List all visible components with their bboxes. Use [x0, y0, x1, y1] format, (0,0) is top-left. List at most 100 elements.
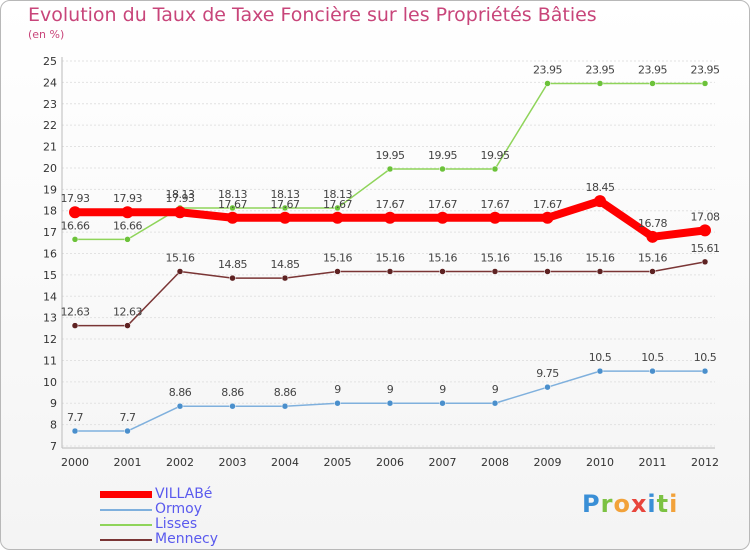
series-mennecy-point	[176, 268, 184, 275]
series-villab-point	[279, 211, 291, 224]
y-tick-label: 23	[43, 98, 57, 111]
series-mennecy-data-label: 15.16	[638, 251, 667, 264]
series-mennecy-point	[229, 274, 236, 282]
series-ormoy-point	[334, 399, 341, 407]
chart-subtitle: (en %)	[28, 28, 65, 41]
series-mennecy-data-label: 15.16	[481, 251, 510, 264]
y-tick-label: 17	[43, 226, 57, 239]
x-tick-label: 2005	[324, 456, 352, 469]
series-ormoy-point	[176, 402, 184, 410]
x-tick-label: 2002	[166, 456, 194, 469]
series-mennecy-point	[701, 258, 709, 266]
series-villab-point	[121, 206, 134, 219]
x-tick-label: 2008	[481, 456, 509, 469]
series-ormoy-data-label: 10.5	[589, 351, 612, 364]
legend-item-villabe: VILLABé	[100, 487, 218, 502]
logo-letter: o	[613, 490, 631, 518]
series-mennecy-point	[596, 268, 604, 275]
series-villab-point	[331, 211, 344, 224]
series-mennecy-point	[281, 274, 289, 282]
series-ormoy-point	[649, 367, 656, 375]
series-ormoy-data-label: 9	[387, 383, 394, 396]
series-lisses-data-label: 18.13	[166, 188, 195, 201]
series-ormoy-point	[491, 399, 499, 407]
legend: VILLABé Ormoy Lisses Mennecy	[100, 487, 218, 547]
logo-letter: r	[600, 490, 614, 518]
series-lisses-data-label: 19.95	[481, 149, 510, 162]
series-ormoy-data-label: 7.7	[67, 411, 83, 424]
series-villab-data-label: 17.93	[166, 192, 195, 205]
y-tick-label: 16	[43, 248, 57, 261]
series-villab-point	[384, 211, 396, 224]
series-mennecy-data-label: 14.85	[271, 258, 300, 271]
chart-title: Evolution du Taux de Taxe Foncière sur l…	[28, 4, 597, 26]
x-tick-label: 2011	[639, 456, 667, 469]
legend-label-mennecy: Mennecy	[155, 531, 219, 547]
series-mennecy-data-label: 15.16	[323, 251, 352, 264]
series-villab-point	[594, 195, 606, 208]
series-lisses-point	[649, 80, 656, 87]
series-mennecy-point	[439, 268, 446, 275]
series-villab-data-label: 18.45	[586, 181, 615, 194]
series-lisses-data-label: 16.66	[61, 219, 90, 232]
series-ormoy-point	[701, 367, 709, 375]
series-lisses-data-label: 23.95	[638, 63, 667, 76]
series-villab-data-label: 17.67	[481, 198, 510, 211]
legend-swatch-mennecy	[100, 538, 152, 541]
series-ormoy-point	[281, 402, 289, 410]
y-tick-label: 18	[43, 205, 57, 218]
y-tick-label: 24	[43, 76, 57, 89]
legend-swatch-villabe	[100, 491, 152, 498]
x-tick-label: 2001	[114, 456, 142, 469]
series-villab-point	[69, 206, 81, 219]
legend-label-villabe: VILLABé	[155, 486, 213, 502]
series-ormoy-data-label: 9	[334, 383, 341, 396]
series-ormoy-data-label: 8.86	[221, 386, 244, 399]
legend-swatch-ormoy	[100, 508, 152, 511]
logo-letter: P	[582, 490, 601, 518]
series-lisses-point	[491, 165, 499, 173]
series-ormoy-point	[596, 367, 604, 375]
series-villab-point	[541, 211, 554, 224]
y-tick-label: 22	[43, 119, 57, 132]
series-ormoy-data-label: 7.7	[120, 411, 136, 424]
series-lisses-data-label: 18.13	[218, 188, 247, 201]
series-ormoy-point	[229, 402, 236, 410]
logo-letter: i	[647, 490, 657, 518]
series-ormoy-data-label: 10.5	[694, 351, 717, 364]
series-lisses-data-label: 23.95	[691, 63, 720, 76]
series-ormoy-data-label: 9.75	[536, 367, 559, 380]
y-tick-label: 25	[43, 55, 57, 68]
series-villab-data-label: 16.78	[638, 217, 667, 230]
series-villab-data-label: 17.93	[113, 192, 142, 205]
y-tick-label: 19	[43, 183, 57, 196]
axes: 7 8 9 10 11 12 13 14 15 16 17 18 19 20 21 22 23 24 25 2000 2…	[43, 55, 719, 469]
series-mennecy-data-label: 15.16	[428, 251, 457, 264]
series-lisses-data-label: 23.95	[533, 63, 562, 76]
series-lisses-point	[229, 204, 236, 212]
y-tick-label: 11	[43, 354, 57, 367]
x-tick-label: 2012	[691, 456, 719, 469]
series-ormoy-point	[544, 383, 551, 391]
y-tick-label: 15	[43, 269, 57, 282]
series-lisses-point	[701, 80, 709, 87]
x-tick-label: 2009	[534, 456, 562, 469]
series-lisses-data-label: 18.13	[271, 188, 300, 201]
y-tick-label: 7	[50, 440, 57, 453]
series-villab-point	[436, 211, 449, 224]
series-mennecy-point	[71, 322, 79, 329]
series-ormoy-point	[124, 427, 131, 435]
series-layer	[69, 80, 711, 435]
series-mennecy-point	[491, 268, 499, 275]
grid	[62, 60, 715, 447]
series-lisses-data-label: 19.95	[428, 149, 457, 162]
series-mennecy-point	[544, 268, 551, 275]
legend-item-lisses: Lisses	[100, 517, 218, 532]
legend-label-lisses: Lisses	[155, 516, 198, 532]
legend-label-ormoy: Ormoy	[155, 501, 203, 517]
series-villab-data-label: 17.67	[323, 198, 352, 211]
series-lisses-point	[544, 80, 551, 87]
series-ormoy-data-label: 9	[492, 383, 499, 396]
series-lisses-data-label: 19.95	[376, 149, 405, 162]
series-mennecy-point	[334, 268, 341, 275]
